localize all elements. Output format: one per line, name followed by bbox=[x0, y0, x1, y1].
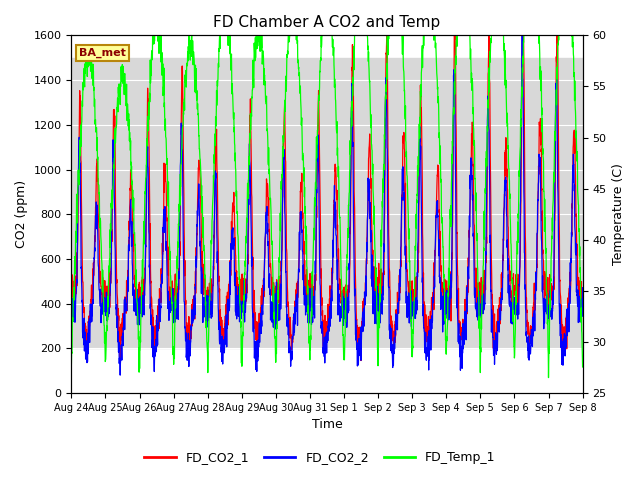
Title: FD Chamber A CO2 and Temp: FD Chamber A CO2 and Temp bbox=[213, 15, 440, 30]
Legend: FD_CO2_1, FD_CO2_2, FD_Temp_1: FD_CO2_1, FD_CO2_2, FD_Temp_1 bbox=[140, 446, 500, 469]
X-axis label: Time: Time bbox=[312, 419, 342, 432]
Y-axis label: Temperature (C): Temperature (C) bbox=[612, 163, 625, 265]
Y-axis label: CO2 (ppm): CO2 (ppm) bbox=[15, 180, 28, 248]
Text: BA_met: BA_met bbox=[79, 48, 126, 58]
Bar bbox=[72, 58, 582, 348]
